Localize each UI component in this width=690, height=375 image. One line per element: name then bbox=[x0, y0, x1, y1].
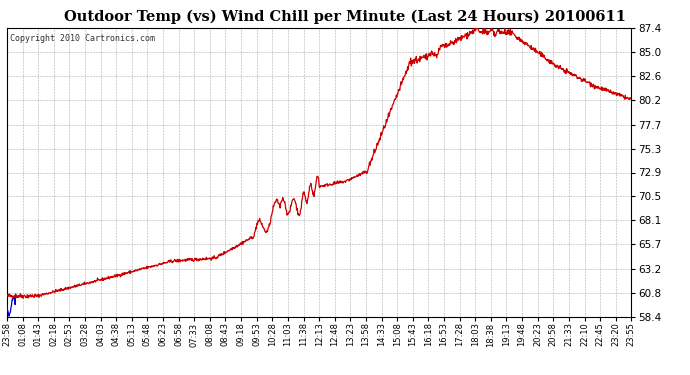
Text: Copyright 2010 Cartronics.com: Copyright 2010 Cartronics.com bbox=[10, 34, 155, 43]
Text: Outdoor Temp (vs) Wind Chill per Minute (Last 24 Hours) 20100611: Outdoor Temp (vs) Wind Chill per Minute … bbox=[64, 9, 626, 24]
